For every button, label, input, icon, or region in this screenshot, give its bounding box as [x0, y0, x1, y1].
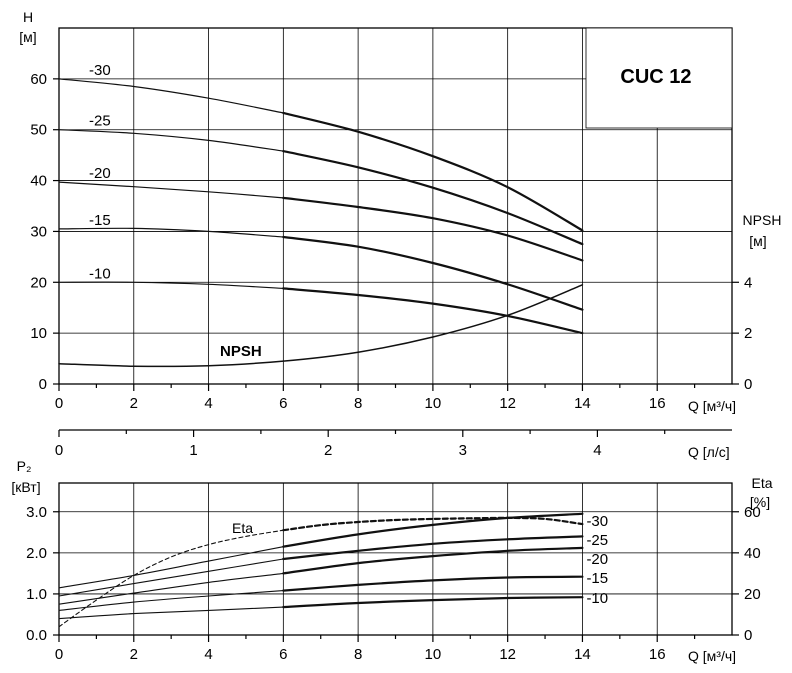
- power-curve--15: [282, 575, 584, 592]
- eta-curve-low-flow: [58, 529, 284, 628]
- head-x-tick-label: 4: [204, 395, 212, 412]
- power-chart-ticks: 0.0 1.0 2.0 3.0 0 2 4 6 8 10 12 14 16 0 20 40 60: [26, 504, 761, 663]
- power-curve-label: -10: [586, 590, 608, 607]
- head-curve--25: [282, 150, 584, 246]
- head-x-tick-label: 14: [574, 395, 591, 412]
- head-curve-label: -25: [89, 113, 111, 130]
- head-curve--30: [282, 111, 584, 232]
- y2-axis-letter-eta: Eta: [751, 475, 772, 491]
- power-curve--15-low-flow: [58, 590, 284, 611]
- head-chart-ticks: 0 10 20 30 40 50 60 0 2 4 6 8 10 12 14 16 0 2 4: [30, 71, 752, 412]
- head-x-tick-label: 2: [130, 395, 138, 412]
- y2-axis-letter-npsh: NPSH: [743, 212, 782, 228]
- npsh-curve: [58, 284, 584, 368]
- head-y-tick-label: 30: [30, 223, 47, 240]
- power-curve--30-low-flow: [58, 546, 284, 589]
- head-curve-label: -30: [89, 62, 111, 79]
- flow-ls-axis: 0 1 2 3 4 Q [л/с]: [55, 429, 732, 460]
- flow-ls-tick-label: 0: [55, 442, 63, 459]
- y2-axis-unit-npsh: [м]: [749, 233, 766, 249]
- power-x-tick-label: 14: [574, 646, 591, 663]
- flow-ls-tick-label: 4: [593, 442, 601, 459]
- npsh-y-tick-label: 0: [744, 376, 752, 393]
- power-x-tick-label: 12: [499, 646, 516, 663]
- head-x-tick-label: 16: [649, 395, 666, 412]
- npsh-curve-label: NPSH: [220, 343, 262, 360]
- power-x-tick-label: 2: [130, 646, 138, 663]
- head-curve--15-low-flow: [58, 227, 284, 238]
- title-box: [585, 27, 733, 129]
- power-curve-label: -25: [586, 532, 608, 549]
- head-curve--10-low-flow: [58, 281, 284, 289]
- eta-y-tick-label: 40: [744, 545, 761, 562]
- flow-ls-tick-label: 1: [189, 442, 197, 459]
- power-curve-label: -15: [586, 570, 608, 587]
- power-curve--10-low-flow: [58, 606, 284, 620]
- y2-axis-unit-eta: [%]: [750, 494, 770, 510]
- chart-title: CUC 12: [620, 66, 691, 88]
- power-curve--25-low-flow: [58, 558, 284, 597]
- eta-y-tick-label: 20: [744, 586, 761, 603]
- power-x-tick-label: 6: [279, 646, 287, 663]
- head-curve--20-low-flow: [58, 181, 284, 199]
- head-curves: -30 -25 -20 -15 -10: [58, 62, 584, 368]
- power-y-tick-label: 0.0: [26, 627, 47, 644]
- y-axis-unit-p2: [кВт]: [11, 479, 40, 495]
- head-y-tick-label: 60: [30, 71, 47, 88]
- eta-y-tick-label: 0: [744, 627, 752, 644]
- y-axis-letter-h: H: [23, 9, 33, 25]
- power-curve--30: [282, 512, 584, 548]
- power-chart-grid: [59, 483, 732, 635]
- npsh-y-tick-label: 2: [744, 325, 752, 342]
- head-curve-label: -20: [89, 165, 111, 182]
- head-curve-label: -10: [89, 265, 111, 282]
- head-curve--15: [282, 235, 584, 311]
- power-y-tick-label: 1.0: [26, 586, 47, 603]
- power-y-tick-label: 3.0: [26, 504, 47, 521]
- power-curves: -30 -25 -20 -15 -10: [58, 512, 608, 628]
- power-x-tick-label: 8: [354, 646, 362, 663]
- head-y-tick-label: 0: [39, 376, 47, 393]
- eta-curve-label: Eta: [232, 520, 253, 536]
- power-curve--25: [282, 535, 584, 561]
- head-curve--10: [282, 287, 584, 335]
- x-axis-label-top: Q [м³/ч]: [688, 398, 736, 414]
- flow-ls-tick-label: 2: [324, 442, 332, 459]
- head-curve-label: -15: [89, 212, 111, 229]
- x-axis-label-ls: Q [л/с]: [688, 444, 730, 460]
- power-x-tick-label: 10: [425, 646, 442, 663]
- power-curve-label: -20: [586, 551, 608, 568]
- power-curve--20-low-flow: [58, 572, 284, 605]
- head-y-tick-label: 10: [30, 325, 47, 342]
- power-y-tick-label: 2.0: [26, 545, 47, 562]
- head-y-tick-label: 40: [30, 173, 47, 190]
- y-axis-letter-p2: P₂: [17, 458, 32, 474]
- head-x-tick-label: 0: [55, 395, 63, 412]
- head-curve--20: [282, 196, 584, 262]
- eta-y-tick-label: 60: [744, 504, 761, 521]
- flow-ls-tick-label: 3: [459, 442, 467, 459]
- power-chart: -30 -25 -20 -15 -10 0.0 1.0 2.0 3.0 0 2 4 6 8 10 12 14 1…: [11, 458, 772, 664]
- npsh-y-tick-label: 4: [744, 274, 752, 291]
- y-axis-unit-h: [м]: [19, 29, 36, 45]
- x-axis-label-bottom: Q [м³/ч]: [688, 648, 736, 664]
- head-y-tick-label: 50: [30, 122, 47, 139]
- power-x-tick-label: 4: [204, 646, 212, 663]
- head-x-tick-label: 10: [425, 395, 442, 412]
- head-curve--30-low-flow: [58, 78, 284, 114]
- power-x-tick-label: 16: [649, 646, 666, 663]
- power-curve--20: [282, 546, 584, 575]
- power-curve--10: [282, 596, 584, 609]
- flow-ls-ticks: 0 1 2 3 4: [55, 430, 666, 459]
- head-y-tick-label: 20: [30, 274, 47, 291]
- head-x-tick-label: 6: [279, 395, 287, 412]
- head-x-tick-label: 12: [499, 395, 516, 412]
- head-curve--25-low-flow: [58, 129, 284, 152]
- power-x-tick-label: 0: [55, 646, 63, 663]
- eta-curve: [282, 516, 584, 532]
- power-curve-label: -30: [586, 513, 608, 530]
- head-x-tick-label: 8: [354, 395, 362, 412]
